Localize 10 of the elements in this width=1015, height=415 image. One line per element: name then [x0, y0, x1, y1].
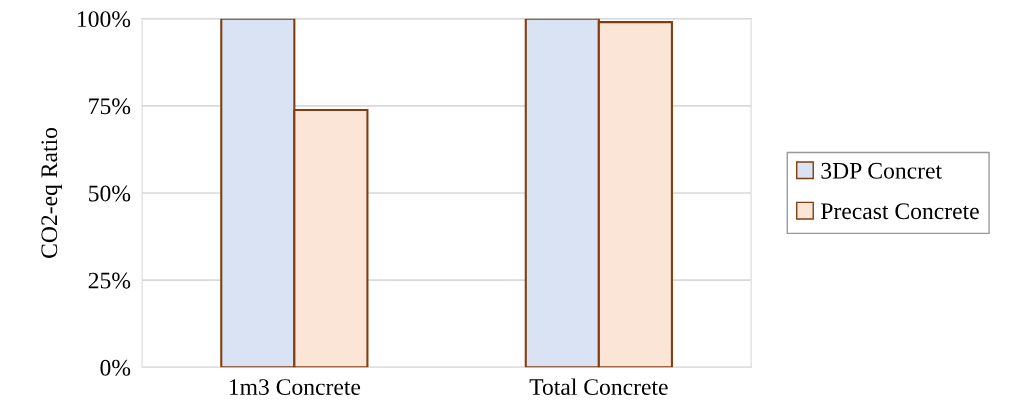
legend-label: 3DP Concret: [821, 162, 942, 179]
y-tick-label: 0%: [100, 359, 131, 376]
x-tick-label: 1m3 Concrete: [229, 379, 361, 395]
y-axis-title: CO2-eq Ratio: [41, 127, 63, 258]
x-tick-label: Total Concrete: [529, 378, 668, 395]
legend-label: Precast Concrete: [821, 203, 979, 220]
y-tick-label: 25%: [88, 272, 131, 289]
y-tick-label: 50%: [89, 185, 131, 202]
y-tick-label: 100%: [77, 11, 131, 28]
y-tick-label: 75%: [89, 98, 131, 115]
